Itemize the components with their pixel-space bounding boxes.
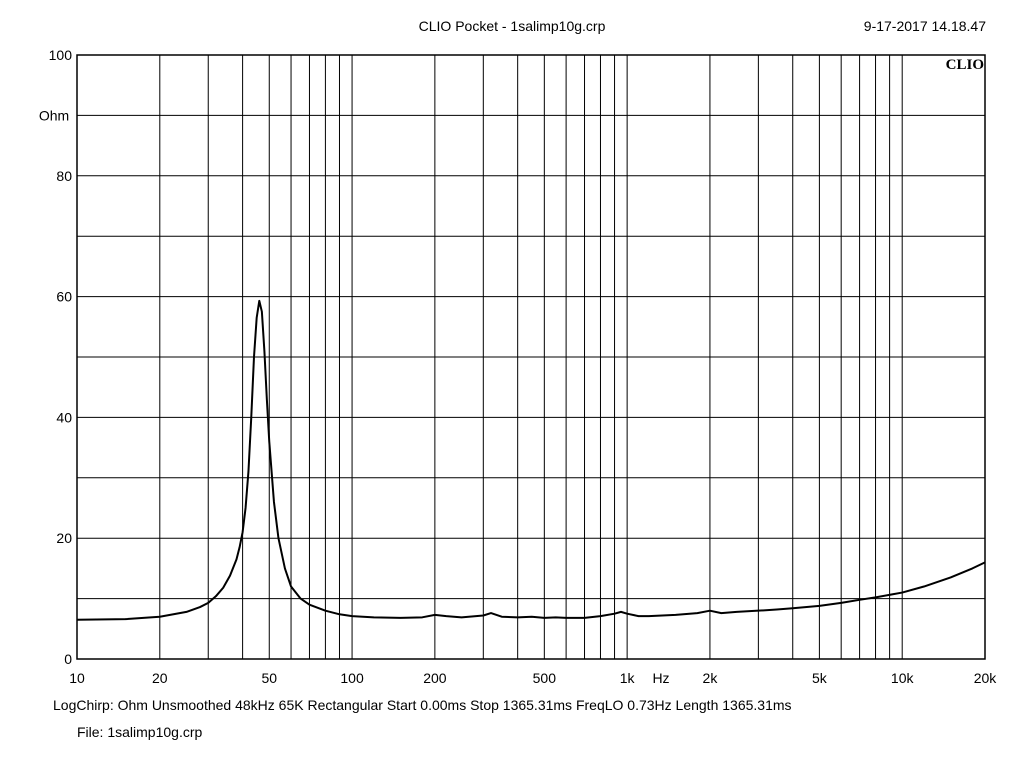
clio-logo: CLIO: [946, 57, 984, 73]
y-tick-label: 40: [56, 409, 72, 425]
x-tick-label: 500: [533, 670, 557, 686]
x-axis: 10 20 50 100 200 500 1k 2k 5k 10k 20k: [69, 670, 997, 686]
plot-frame: [76, 54, 986, 660]
measurement-settings: LogChirp: Ohm Unsmoothed 48kHz 65K Recta…: [53, 697, 792, 713]
y-tick-label: 60: [56, 289, 72, 305]
timestamp: 9-17-2017 14.18.47: [863, 18, 986, 34]
x-tick-label: 2k: [703, 670, 719, 686]
x-tick-label: 20: [152, 670, 168, 686]
x-tick-label: 10k: [891, 670, 915, 686]
y-axis: 0 20 40 60 80 100: [49, 47, 73, 667]
y-axis-label: Ohm: [39, 107, 69, 123]
chart-title: CLIO Pocket - 1salimp10g.crp: [418, 18, 606, 34]
x-tick-label: 1k: [620, 670, 636, 686]
y-tick-label: 0: [64, 651, 72, 667]
y-tick-label: 20: [56, 530, 72, 546]
x-tick-label: 200: [423, 670, 447, 686]
x-tick-label: 20k: [974, 670, 998, 686]
y-tick-label: 80: [56, 168, 72, 184]
x-tick-label: 10: [69, 670, 85, 686]
x-tick-label: 100: [340, 670, 364, 686]
x-tick-label: 5k: [812, 670, 828, 686]
impedance-curve: [76, 299, 986, 621]
y-tick-label: 100: [49, 47, 73, 63]
grid: [77, 55, 985, 659]
file-name: File: 1salimp10g.crp: [77, 724, 203, 740]
x-axis-label: Hz: [652, 670, 669, 686]
x-tick-label: 50: [261, 670, 277, 686]
